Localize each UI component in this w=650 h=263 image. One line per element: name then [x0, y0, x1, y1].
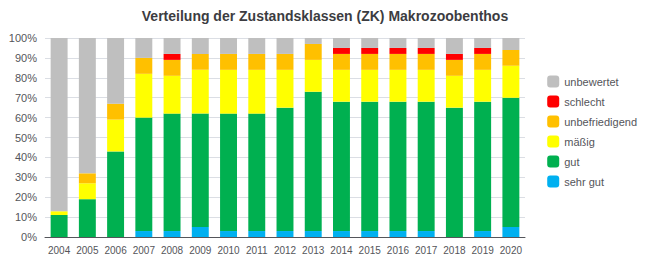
- svg-text:70%: 70%: [15, 92, 37, 104]
- svg-text:30%: 30%: [15, 171, 37, 183]
- svg-text:2020: 2020: [500, 245, 523, 256]
- svg-text:2015: 2015: [359, 245, 382, 256]
- svg-text:90%: 90%: [15, 52, 37, 64]
- svg-text:2014: 2014: [330, 245, 353, 256]
- svg-text:2012: 2012: [274, 245, 297, 256]
- svg-text:2008: 2008: [161, 245, 184, 256]
- svg-text:2007: 2007: [133, 245, 156, 256]
- svg-text:10%: 10%: [15, 211, 37, 223]
- svg-text:0%: 0%: [21, 231, 37, 243]
- svg-text:2010: 2010: [217, 245, 240, 256]
- svg-text:40%: 40%: [15, 151, 37, 163]
- svg-text:unbewertet: unbewertet: [564, 76, 618, 88]
- svg-text:50%: 50%: [15, 132, 37, 144]
- svg-text:2017: 2017: [415, 245, 438, 256]
- svg-text:2013: 2013: [302, 245, 325, 256]
- svg-text:2018: 2018: [443, 245, 466, 256]
- svg-text:unbefriedigend: unbefriedigend: [564, 116, 637, 128]
- svg-text:schlecht: schlecht: [564, 96, 604, 108]
- svg-text:Verteilung der Zustandsklassen: Verteilung der Zustandsklassen (ZK) Makr…: [142, 8, 509, 24]
- svg-text:2009: 2009: [189, 245, 212, 256]
- svg-text:mäßig: mäßig: [564, 136, 595, 148]
- svg-text:80%: 80%: [15, 72, 37, 84]
- svg-text:100%: 100%: [9, 32, 37, 44]
- svg-text:sehr gut: sehr gut: [564, 176, 604, 188]
- svg-text:gut: gut: [564, 156, 579, 168]
- svg-text:2004: 2004: [48, 245, 71, 256]
- svg-text:2019: 2019: [472, 245, 495, 256]
- svg-text:2006: 2006: [104, 245, 127, 256]
- svg-text:2016: 2016: [387, 245, 410, 256]
- svg-text:2011: 2011: [246, 245, 268, 256]
- svg-text:2005: 2005: [76, 245, 99, 256]
- svg-text:60%: 60%: [15, 112, 37, 124]
- svg-text:20%: 20%: [15, 191, 37, 203]
